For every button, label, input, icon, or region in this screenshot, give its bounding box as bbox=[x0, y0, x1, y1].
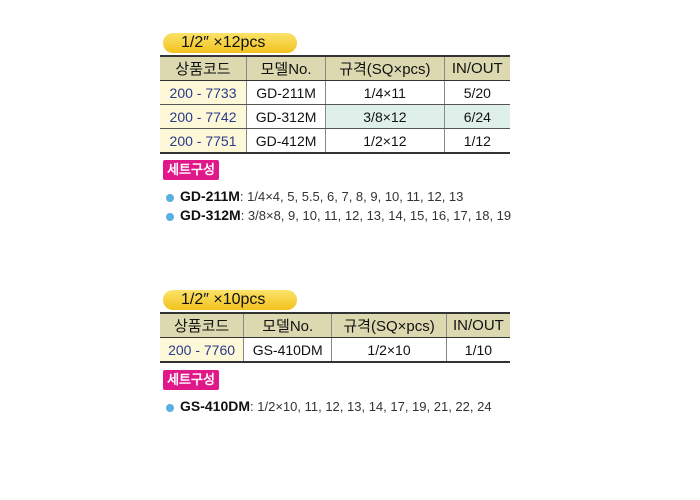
model-no: GD-211M bbox=[246, 80, 326, 105]
bullet-icon bbox=[166, 193, 174, 202]
table-row: 200 - 7760 GS-410DM 1/2×10 1/10 bbox=[160, 337, 510, 363]
in-out: 6/24 bbox=[443, 104, 510, 129]
table-header: 상품코드 모델No. 규격(SQ×pcs) IN/OUT bbox=[160, 56, 510, 81]
header-model: 모델No. bbox=[246, 56, 326, 81]
spec-table: 상품코드 모델No. 규격(SQ×pcs) IN/OUT 200 - 7760 … bbox=[160, 312, 510, 363]
spec: 1/4×11 bbox=[325, 80, 445, 105]
table-row: 200 - 7751 GD-412M 1/2×12 1/12 bbox=[160, 128, 510, 154]
bullet-icon bbox=[166, 212, 174, 221]
header-code: 상품코드 bbox=[160, 313, 244, 338]
header-code: 상품코드 bbox=[160, 56, 247, 81]
header-inout: IN/OUT bbox=[445, 313, 510, 338]
header-inout: IN/OUT bbox=[443, 56, 510, 81]
table-row: 200 - 7733 GD-211M 1/4×11 5/20 bbox=[160, 80, 510, 105]
product-code: 200 - 7733 bbox=[160, 80, 247, 105]
set-composition-badge: 세트구성 bbox=[163, 370, 219, 390]
table-header: 상품코드 모델No. 규격(SQ×pcs) IN/OUT bbox=[160, 313, 510, 338]
product-code: 200 - 7742 bbox=[160, 104, 247, 129]
product-code: 200 - 7751 bbox=[160, 128, 247, 154]
spec: 1/2×10 bbox=[331, 337, 447, 363]
set-item: GD-211M: 1/4×4, 5, 5.5, 6, 7, 8, 9, 10, … bbox=[166, 188, 463, 204]
in-out: 1/10 bbox=[445, 337, 510, 363]
set-composition-badge: 세트구성 bbox=[163, 160, 219, 180]
table-row: 200 - 7742 GD-312M 3/8×12 6/24 bbox=[160, 104, 510, 129]
model-no: GS-410DM bbox=[243, 337, 332, 363]
model-no: GD-312M bbox=[246, 104, 326, 129]
header-model: 모델No. bbox=[243, 313, 332, 338]
spec: 3/8×12 bbox=[325, 104, 445, 129]
section-title: 1/2″ ×10pcs bbox=[163, 290, 297, 310]
set-item: GD-312M: 3/8×8, 9, 10, 11, 12, 13, 14, 1… bbox=[166, 207, 511, 223]
in-out: 1/12 bbox=[443, 128, 510, 154]
spec-table: 상품코드 모델No. 규격(SQ×pcs) IN/OUT 200 - 7733 … bbox=[160, 55, 510, 154]
set-item: GS-410DM: 1/2×10, 11, 12, 13, 14, 17, 19… bbox=[166, 398, 492, 414]
in-out: 5/20 bbox=[443, 80, 510, 105]
product-code: 200 - 7760 bbox=[160, 337, 244, 363]
model-no: GD-412M bbox=[246, 128, 326, 154]
header-spec: 규격(SQ×pcs) bbox=[325, 56, 445, 81]
section-title: 1/2″ ×12pcs bbox=[163, 33, 297, 53]
bullet-icon bbox=[166, 403, 174, 412]
spec: 1/2×12 bbox=[325, 128, 445, 154]
header-spec: 규격(SQ×pcs) bbox=[331, 313, 447, 338]
